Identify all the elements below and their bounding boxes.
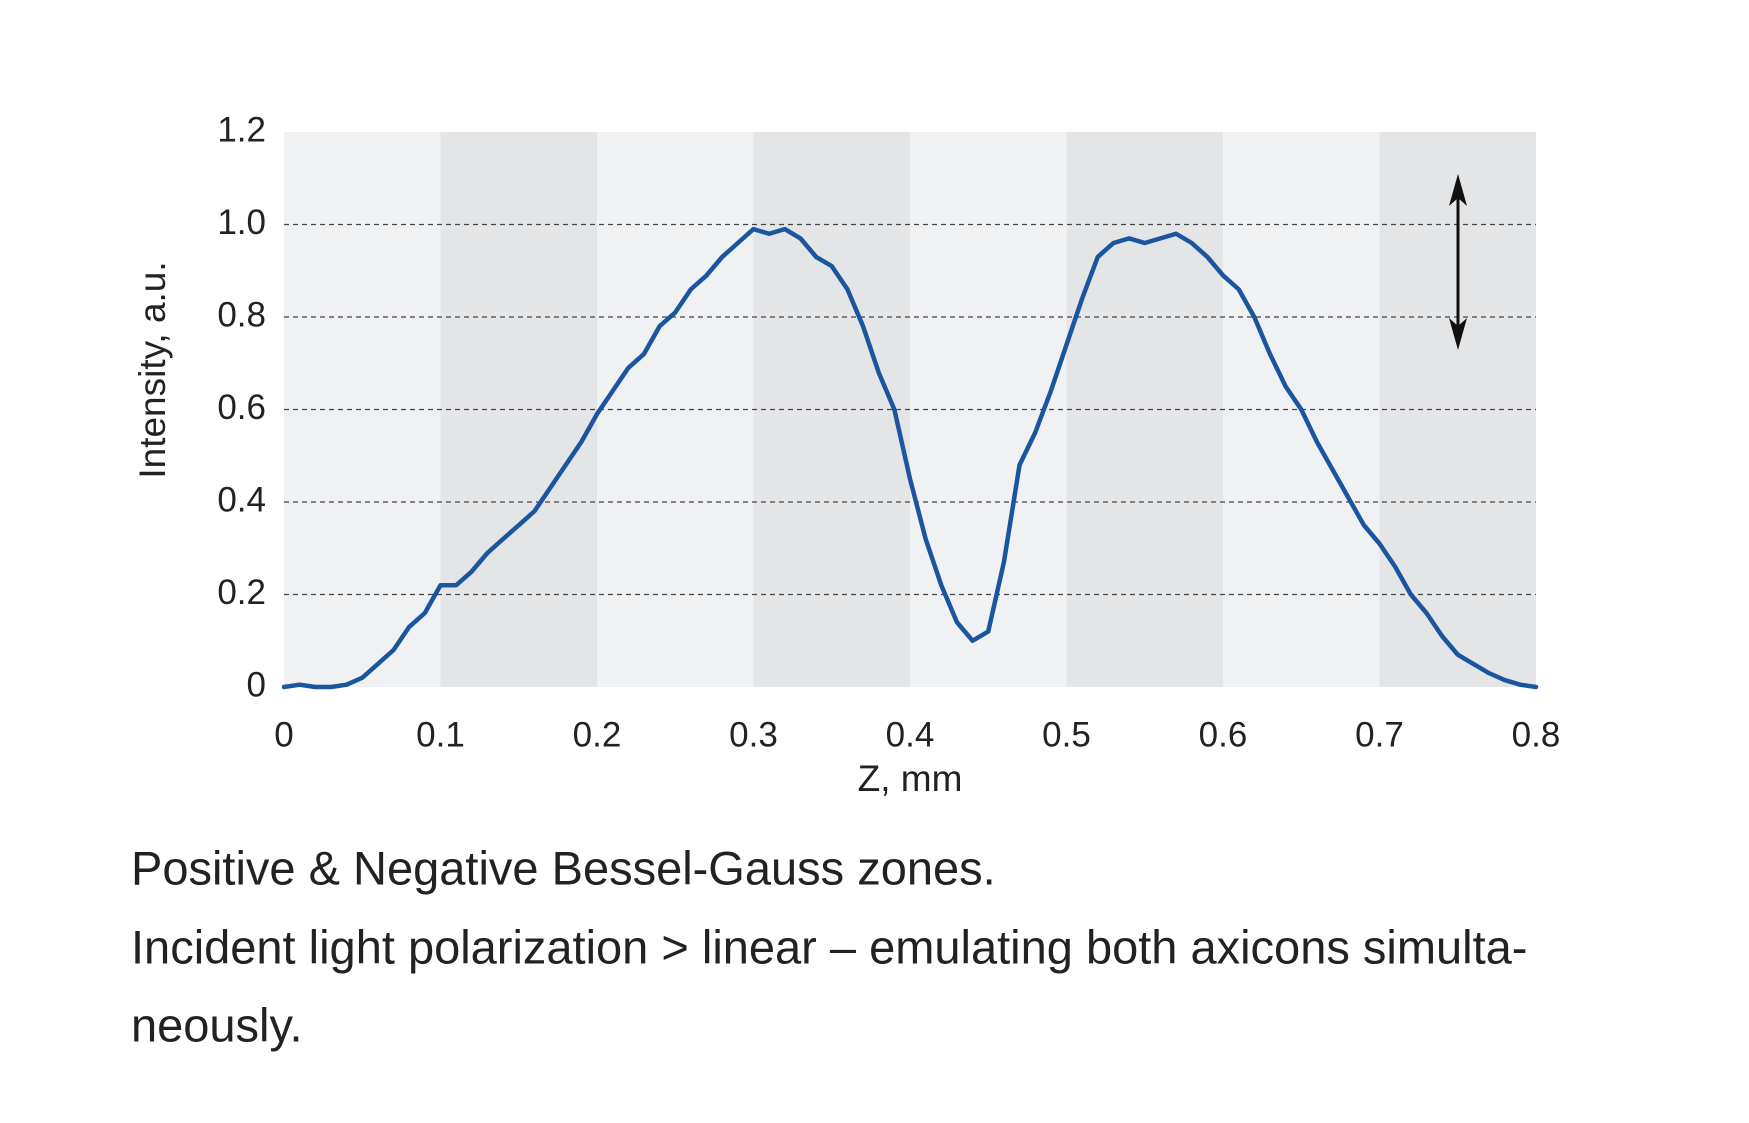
y-tick-label: 0 <box>247 665 266 704</box>
y-tick-label: 0.2 <box>217 573 266 612</box>
x-axis-label: Z, mm <box>858 758 963 799</box>
y-tick-label: 0.6 <box>217 388 266 427</box>
background-band <box>753 132 910 687</box>
x-tick-label: 0.5 <box>1042 715 1091 754</box>
x-tick-label: 0 <box>274 715 293 754</box>
data-line <box>281 226 1539 690</box>
x-tick-label: 0.8 <box>1512 715 1561 754</box>
y-axis-label: Intensity, a.u. <box>132 261 173 478</box>
y-tick-label: 0.4 <box>217 480 266 519</box>
x-tick-label: 0.7 <box>1355 715 1404 754</box>
x-tick-label: 0.3 <box>729 715 778 754</box>
x-tick-label: 0.4 <box>886 715 935 754</box>
caption-line: Positive & Negative Bessel-Gauss zones. <box>131 841 996 894</box>
y-tick-label: 0.8 <box>217 295 266 334</box>
x-tick-label: 0.2 <box>573 715 622 754</box>
caption-line: neously. <box>131 998 303 1051</box>
arrow <box>1449 174 1467 350</box>
caption-line: Incident light polarization > linear – e… <box>131 920 1527 973</box>
x-tick-label: 0.6 <box>1199 715 1248 754</box>
y-tick-label: 1.0 <box>217 203 266 242</box>
y-tick-label: 1.2 <box>217 110 266 149</box>
background-band <box>284 132 441 687</box>
x-tick-label: 0.1 <box>416 715 465 754</box>
